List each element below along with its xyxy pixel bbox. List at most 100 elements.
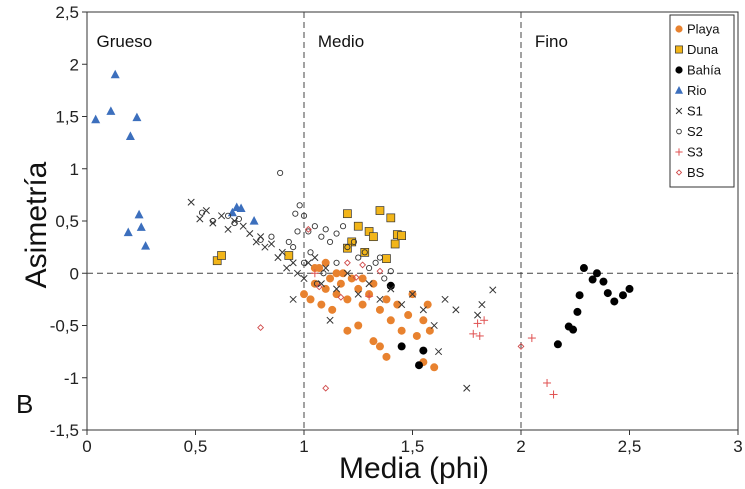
- y-axis-title: Asimetría: [20, 161, 53, 288]
- point-playa: [382, 295, 391, 304]
- point-bahia: [397, 342, 406, 351]
- point-bs: [352, 273, 360, 281]
- point-duna: [343, 209, 352, 219]
- panel-label: B: [16, 389, 33, 419]
- point-s1: [326, 316, 334, 324]
- legend-marker-playa: [675, 25, 683, 33]
- y-tick-label: 1: [70, 160, 79, 179]
- point-rio: [136, 222, 146, 231]
- point-s1: [332, 285, 341, 293]
- point-s2: [361, 249, 368, 256]
- point-s1: [289, 259, 297, 267]
- point-bahia: [419, 346, 428, 355]
- point-duna: [369, 232, 378, 242]
- point-s2: [300, 212, 308, 219]
- point-s3: [469, 329, 478, 338]
- point-s3: [549, 390, 558, 399]
- point-s1: [343, 269, 351, 277]
- point-s3: [310, 269, 319, 278]
- legend-marker-duna: [675, 45, 683, 54]
- point-bahia: [618, 291, 627, 300]
- point-s2: [311, 223, 318, 230]
- point-playa: [321, 284, 330, 293]
- point-bs: [315, 283, 323, 291]
- point-playa: [336, 279, 345, 288]
- series-playa: [300, 258, 439, 372]
- point-s2: [224, 212, 232, 219]
- point-s2: [366, 264, 373, 272]
- point-playa: [321, 258, 330, 267]
- point-s1: [489, 286, 497, 294]
- point-s1: [239, 222, 247, 230]
- point-s2: [300, 259, 308, 266]
- point-s2: [307, 249, 314, 256]
- legend-marker-s2: [676, 128, 682, 135]
- point-playa: [397, 326, 406, 335]
- x-tick-label: 0: [82, 437, 91, 456]
- point-s2: [381, 275, 388, 282]
- point-s2: [387, 268, 394, 275]
- point-bahia: [603, 289, 612, 298]
- point-duna: [397, 231, 406, 240]
- y-tick-label: 2,5: [55, 3, 79, 22]
- point-playa: [404, 311, 413, 320]
- point-s2: [350, 238, 357, 245]
- legend-box: [669, 14, 735, 188]
- point-s1: [217, 212, 226, 220]
- point-bs: [343, 259, 351, 267]
- point-bahia: [573, 307, 582, 316]
- point-s2: [355, 254, 362, 261]
- point-bs: [517, 342, 525, 350]
- point-s1: [293, 269, 302, 277]
- point-duna: [390, 239, 400, 249]
- point-s2: [231, 220, 238, 227]
- point-s2: [294, 228, 301, 235]
- point-s2: [268, 233, 275, 240]
- point-s3: [527, 334, 536, 343]
- point-bahia: [599, 277, 608, 286]
- plot-frame: [86, 11, 739, 431]
- point-s1: [387, 285, 395, 293]
- point-s1: [300, 274, 308, 283]
- point-playa: [343, 295, 352, 304]
- point-s2: [235, 215, 242, 222]
- point-duna: [353, 221, 363, 231]
- point-s1: [322, 264, 330, 272]
- series-rio: [91, 69, 259, 250]
- legend-label-s1: S1: [687, 104, 703, 119]
- point-s2: [198, 209, 206, 216]
- point-s1: [478, 301, 486, 309]
- point-rio: [106, 106, 116, 115]
- point-s2: [372, 259, 379, 266]
- point-playa: [375, 305, 384, 314]
- reference-lines: [87, 12, 738, 430]
- point-s2: [376, 254, 384, 261]
- point-s3: [473, 319, 482, 328]
- region-labels: Grueso Medio Fino: [97, 32, 568, 51]
- point-bs: [304, 225, 312, 233]
- point-rio: [123, 227, 133, 237]
- point-duna: [386, 213, 396, 223]
- point-bahia: [610, 297, 619, 306]
- point-rio: [91, 114, 101, 124]
- point-s2: [320, 270, 327, 277]
- point-bahia: [415, 361, 424, 370]
- point-s1: [463, 384, 471, 392]
- point-playa: [317, 300, 326, 309]
- point-s1: [283, 264, 291, 272]
- point-playa: [382, 352, 391, 361]
- point-s1: [441, 295, 449, 303]
- point-duna: [217, 251, 226, 260]
- series-bs: [257, 225, 525, 392]
- series-s3: [310, 269, 558, 399]
- legend-label-s2: S2: [687, 124, 703, 139]
- point-playa: [328, 305, 337, 314]
- data-points: [91, 69, 634, 399]
- point-s2: [285, 238, 292, 245]
- point-s1: [196, 215, 204, 223]
- point-s1: [430, 321, 438, 330]
- point-duna: [284, 251, 294, 260]
- point-bahia: [592, 269, 601, 278]
- point-bahia: [575, 291, 584, 300]
- point-bs: [322, 384, 330, 392]
